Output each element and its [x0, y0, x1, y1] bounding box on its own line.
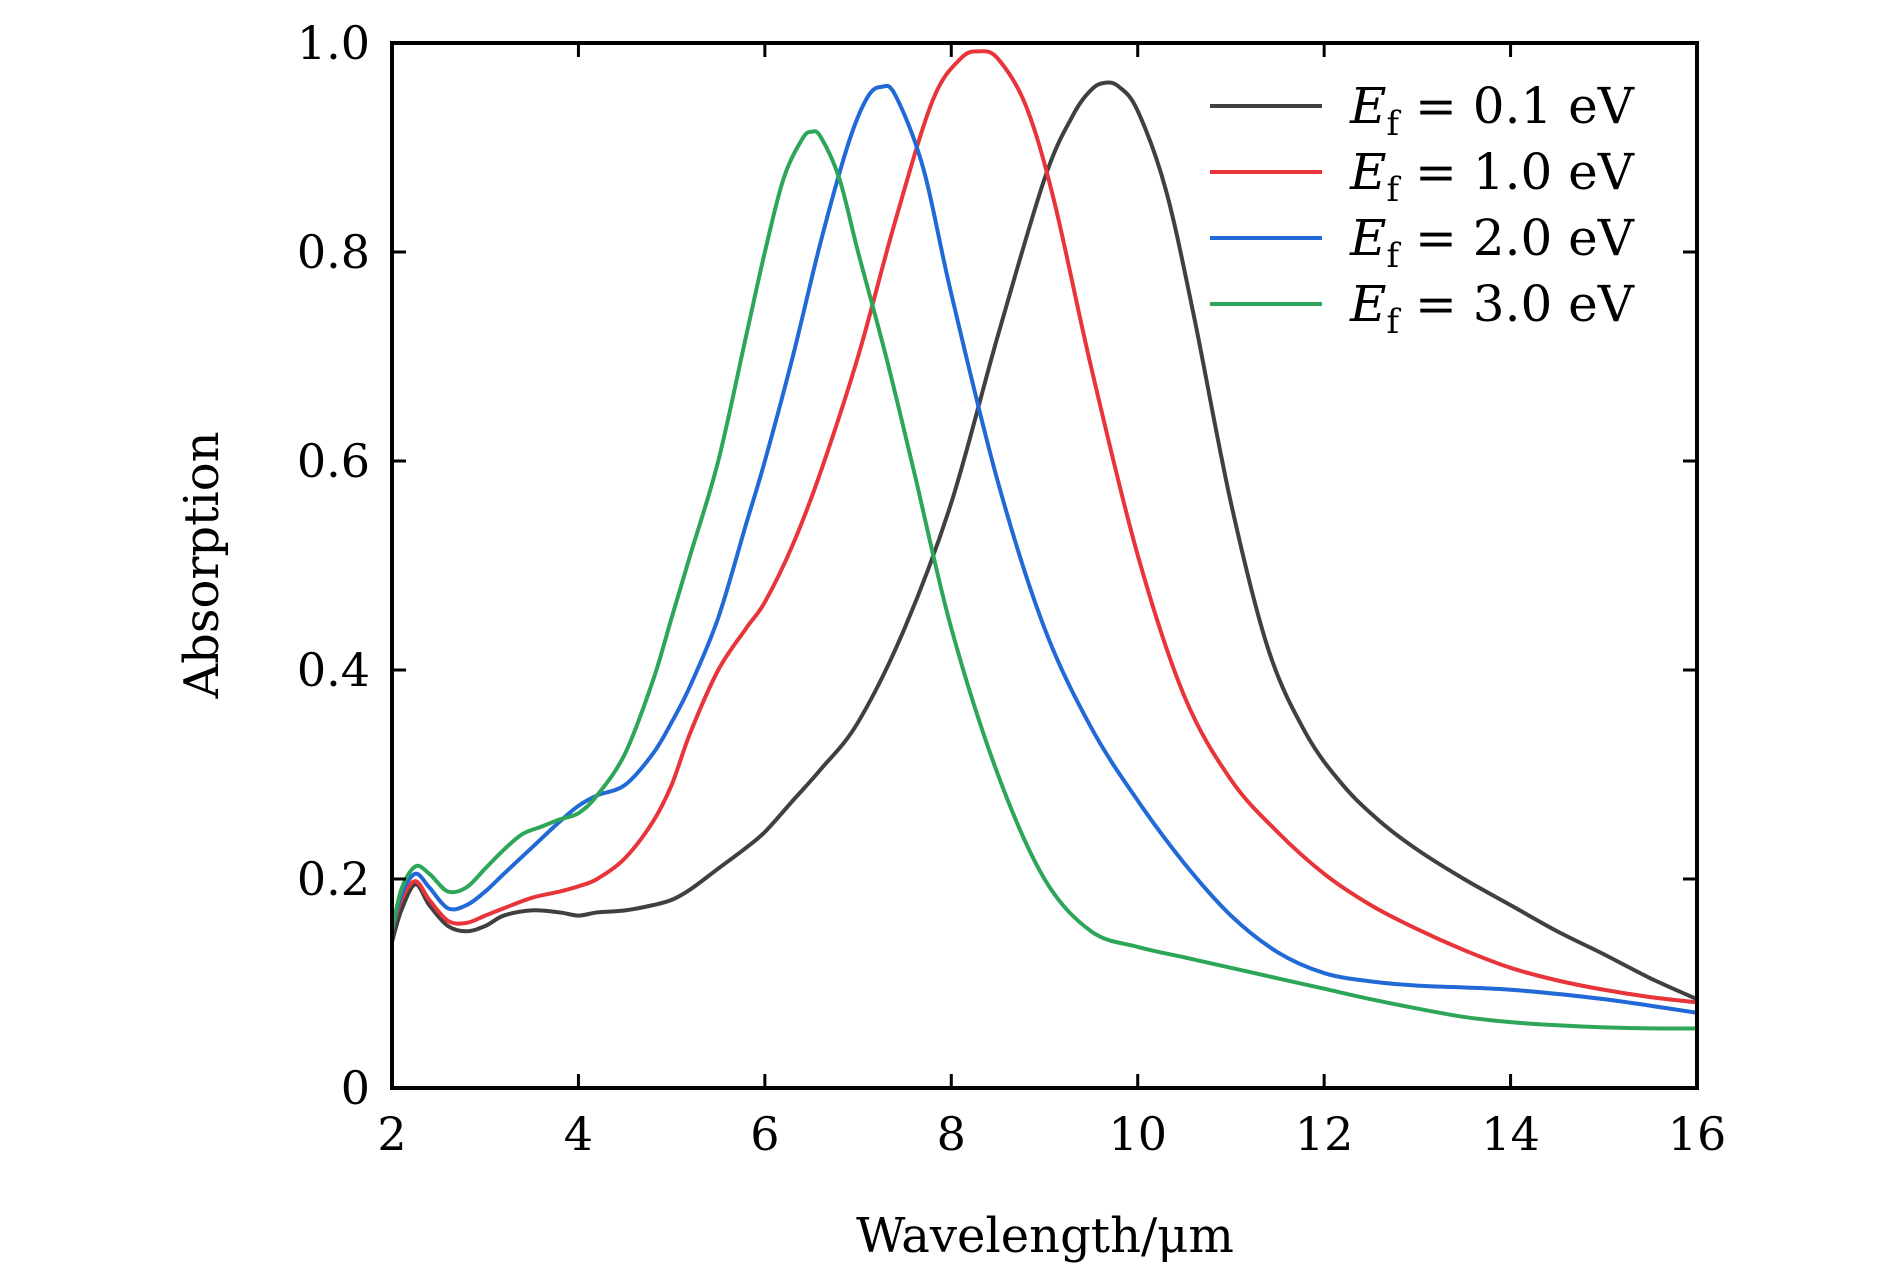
- ticks-layer: 2 4 6 8 10 12 14 16 0 0.2 0.4 0.6 0.8 1.0: [297, 16, 1726, 1161]
- x-tick-label: 4: [564, 1107, 593, 1161]
- series-line-4: [390, 129, 1699, 1031]
- x-tick-label: 8: [937, 1107, 966, 1161]
- x-tick-label: 10: [1108, 1107, 1167, 1161]
- x-tick-label: 6: [750, 1107, 779, 1161]
- series-line-3: [390, 83, 1699, 1015]
- y-tick-label: 0.6: [297, 434, 370, 488]
- legend-label-1: Ef = 0.1 eV: [1349, 77, 1635, 144]
- y-tick-label: 0: [341, 1061, 370, 1115]
- x-tick-label: 2: [377, 1107, 406, 1161]
- series-line-1: [390, 80, 1699, 1002]
- series-layer: [390, 49, 1699, 1031]
- x-tick-label: 14: [1481, 1107, 1540, 1161]
- plot-frame: [390, 41, 1699, 1090]
- series-line-2: [390, 49, 1699, 1005]
- x-tick-label: 16: [1668, 1107, 1727, 1161]
- x-axis-title: Wavelength/μm: [856, 1208, 1234, 1264]
- y-tick-label: 0.2: [297, 852, 370, 906]
- y-tick-label: 0.4: [297, 643, 370, 697]
- y-tick-label: 0.8: [297, 225, 370, 279]
- y-axis-title: Absorption: [174, 431, 230, 699]
- y-tick-label: 1.0: [297, 16, 370, 70]
- x-tick-label: 12: [1295, 1107, 1354, 1161]
- legend-label-2: Ef = 1.0 eV: [1349, 143, 1635, 210]
- legend-label-4: Ef = 3.0 eV: [1349, 275, 1635, 342]
- legend-label-3: Ef = 2.0 eV: [1349, 209, 1635, 276]
